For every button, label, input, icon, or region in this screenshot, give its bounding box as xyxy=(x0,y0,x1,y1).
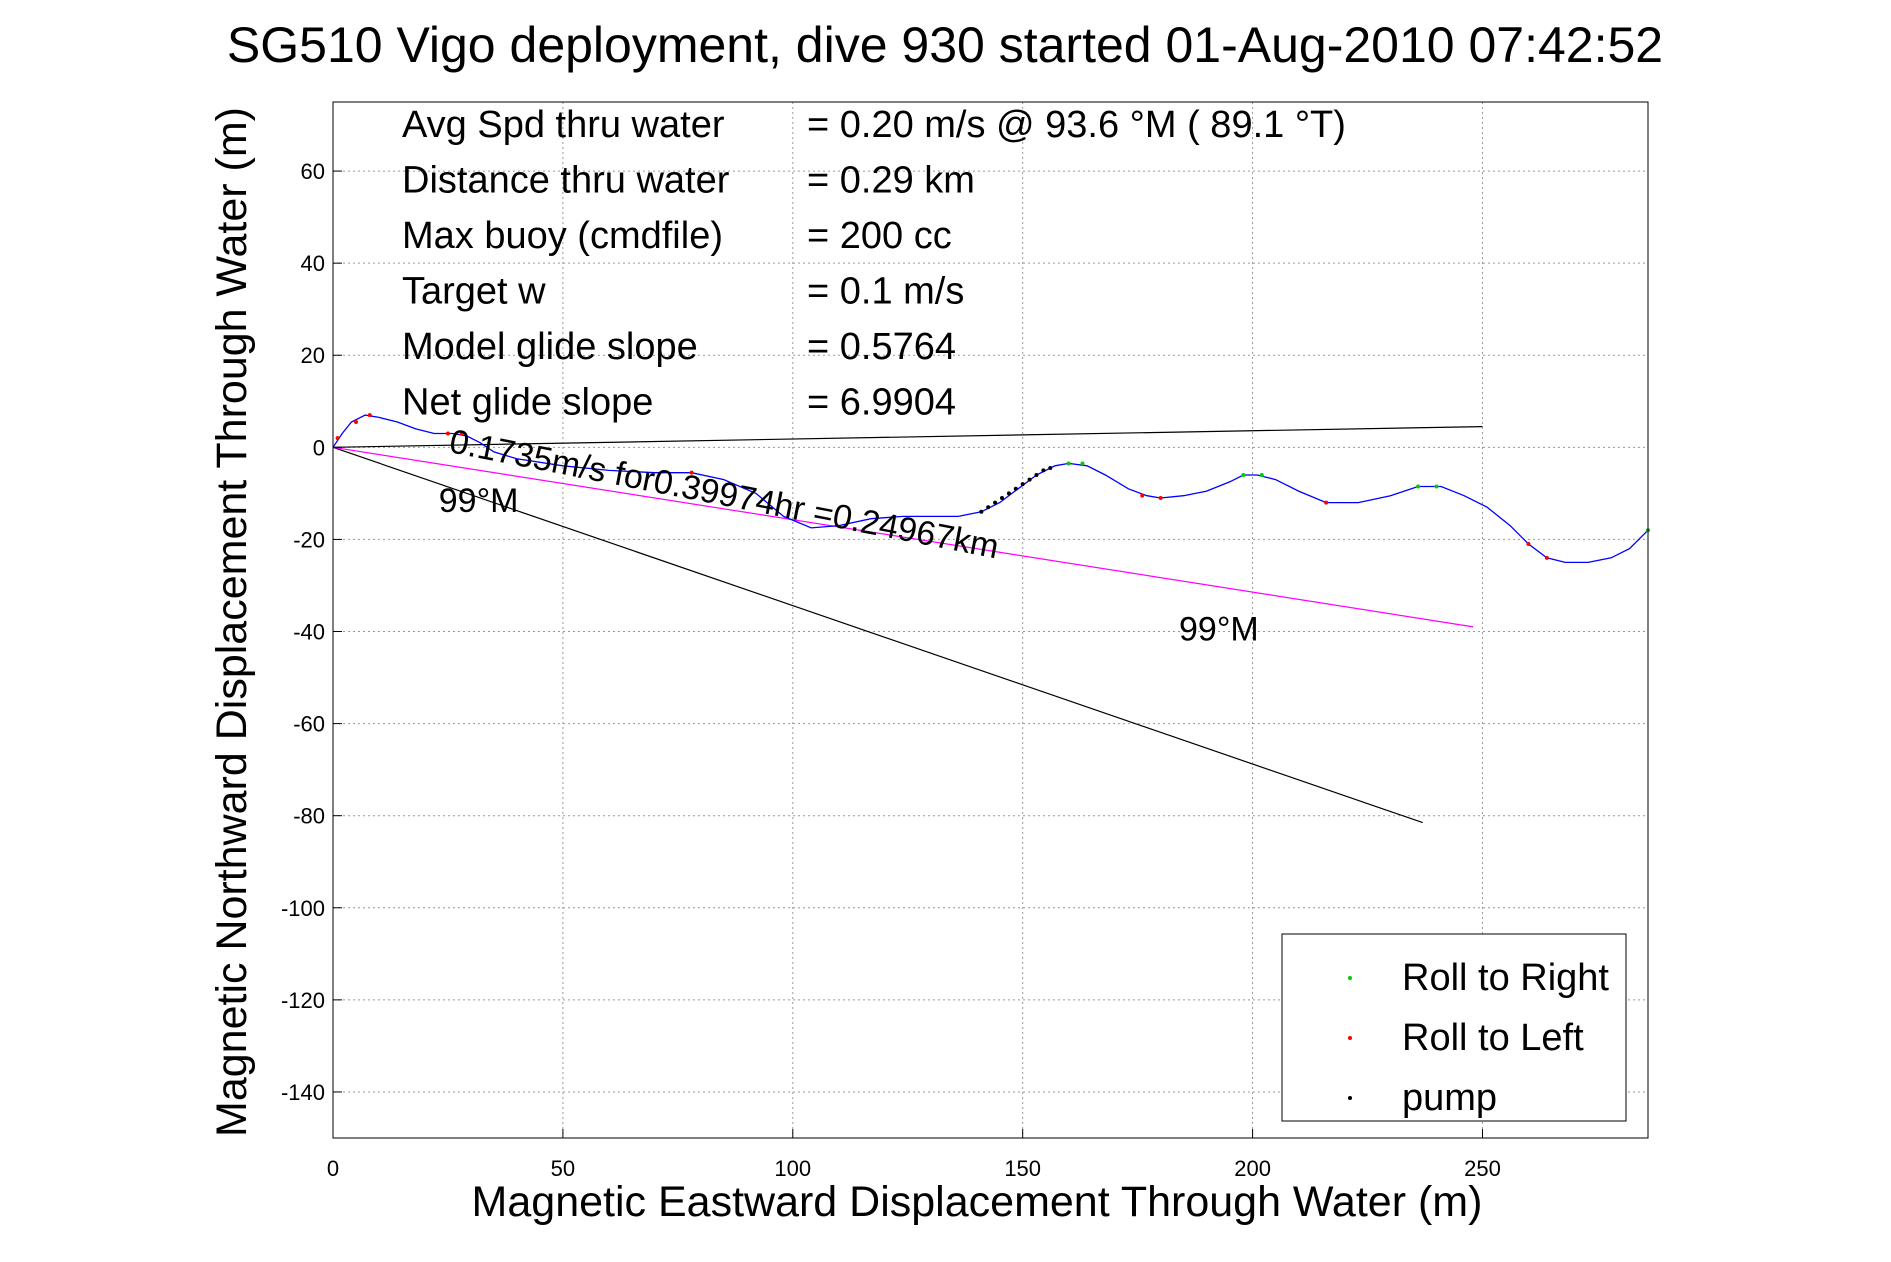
pump-marker xyxy=(986,505,991,510)
roll-to-left-marker xyxy=(1526,542,1531,547)
roll-to-right-marker xyxy=(1416,484,1421,489)
pump-marker xyxy=(1020,482,1025,487)
pump-marker xyxy=(1027,477,1032,482)
roll-to-left-marker xyxy=(1158,495,1163,500)
legend-label: Roll to Right xyxy=(1402,957,1609,999)
info-label: Max buoy (cmdfile) xyxy=(402,215,723,257)
pump-marker xyxy=(1034,472,1039,477)
y-tick-label: 0 xyxy=(313,435,325,460)
y-tick-label: -40 xyxy=(293,620,325,645)
legend-box xyxy=(1281,933,1627,1122)
y-tick-label: -120 xyxy=(281,988,325,1013)
pump-marker xyxy=(993,500,998,505)
roll-to-left-marker xyxy=(335,436,340,441)
legend-label: pump xyxy=(1402,1077,1497,1119)
pump-marker xyxy=(1048,466,1053,471)
legend-marker xyxy=(1348,976,1352,980)
roll-to-left-marker xyxy=(1544,555,1549,560)
legend-marker xyxy=(1348,1096,1352,1100)
reference-line xyxy=(332,446,1423,824)
pump-marker xyxy=(1006,491,1011,496)
legend: Roll to Right Roll to Left pump xyxy=(1281,933,1627,1122)
roll-to-left-marker xyxy=(367,413,372,418)
reference-line xyxy=(332,426,1483,448)
roll-to-left-marker xyxy=(1140,493,1145,498)
y-tick-label: -140 xyxy=(281,1080,325,1105)
roll-to-right-marker xyxy=(1259,472,1264,477)
y-tick-label: -20 xyxy=(293,527,325,552)
info-value: = 0.5764 xyxy=(807,326,956,368)
x-tick-label: 200 xyxy=(1234,1156,1271,1181)
annotation-text: 99°M xyxy=(1179,611,1259,649)
annotations: 0.1735m/s for0.39974hr =0.24967km99°M99°… xyxy=(439,422,1259,648)
axis-ticks: 0 50 100 150 200 2506040200-20-40-60-80-100-1… xyxy=(281,159,1501,1181)
x-tick-label: 50 xyxy=(551,1156,575,1181)
x-tick-label: 0 xyxy=(327,1156,339,1181)
info-panel: Avg Spd thru water = 0.20 m/s @ 93.6 °M (… xyxy=(402,104,1346,424)
y-tick-label: -100 xyxy=(281,896,325,921)
roll-to-left-marker xyxy=(689,470,694,475)
plot-area xyxy=(332,101,1649,1139)
info-label: Net glide slope xyxy=(402,382,653,424)
info-label: Distance thru water xyxy=(402,160,730,202)
x-tick-label: 250 xyxy=(1464,1156,1501,1181)
x-tick-label: 100 xyxy=(774,1156,811,1181)
roll-to-left-marker xyxy=(353,420,358,425)
pump-marker xyxy=(1013,486,1018,491)
roll-to-right-marker xyxy=(1066,461,1071,466)
chart-title: SG510 Vigo deployment, dive 930 started … xyxy=(227,17,1663,73)
roll-to-left-marker xyxy=(445,431,450,436)
x-tick-label: 150 xyxy=(1004,1156,1041,1181)
roll-to-right-marker xyxy=(1241,472,1246,477)
roll-to-left-marker xyxy=(459,431,464,436)
legend-marker xyxy=(1348,1036,1352,1040)
annotation-text: 99°M xyxy=(439,482,519,520)
reference-lines xyxy=(332,426,1483,824)
legend-label: Roll to Left xyxy=(1402,1017,1584,1059)
info-label: Avg Spd thru water xyxy=(402,104,725,146)
y-tick-label: -60 xyxy=(293,712,325,737)
reference-line xyxy=(332,446,1474,628)
info-value: = 6.9904 xyxy=(807,382,956,424)
annotation-text: 0.1735m/s for0.39974hr =0.24967km xyxy=(446,422,1002,566)
pump-marker xyxy=(1041,468,1046,473)
info-value: = 0.20 m/s @ 93.6 °M ( 89.1 °T) xyxy=(807,104,1346,146)
pump-marker xyxy=(979,509,984,514)
info-label: Model glide slope xyxy=(402,326,698,368)
event-markers xyxy=(335,413,1650,560)
y-tick-label: 60 xyxy=(301,159,325,184)
y-tick-label: -80 xyxy=(293,804,325,829)
roll-to-right-marker xyxy=(1080,461,1085,466)
x-axis-label: Magnetic Eastward Displacement Through W… xyxy=(472,1178,1483,1226)
y-tick-label: 40 xyxy=(301,251,325,276)
pump-marker xyxy=(999,495,1004,500)
info-value: = 0.1 m/s xyxy=(807,271,964,313)
roll-to-right-marker xyxy=(1434,484,1439,489)
info-value: = 0.29 km xyxy=(807,160,975,202)
info-label: Target w xyxy=(402,271,546,313)
info-value: = 200 cc xyxy=(807,215,952,257)
y-tick-label: 20 xyxy=(301,343,325,368)
y-axis-label: Magnetic Northward Displacement Through … xyxy=(208,107,256,1137)
roll-to-left-marker xyxy=(1324,500,1329,505)
